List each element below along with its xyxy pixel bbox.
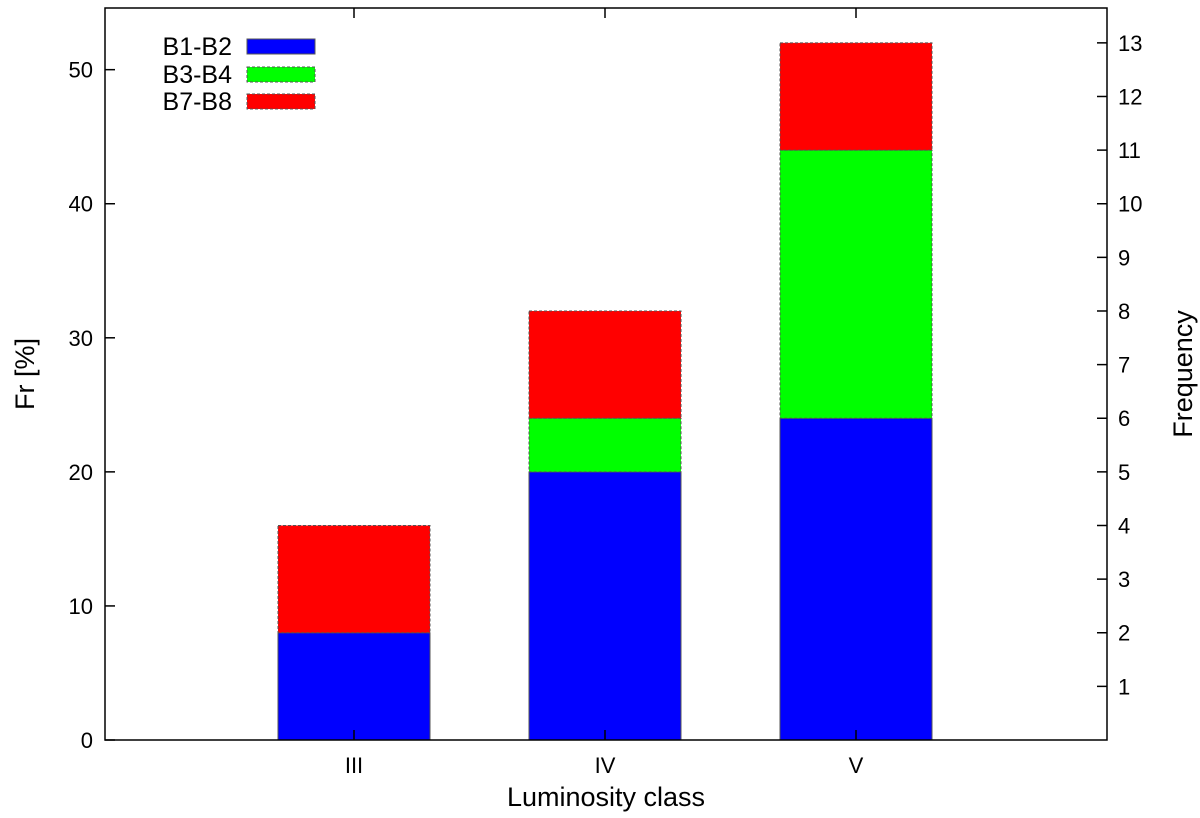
y2-tick-label: 11 — [1118, 138, 1141, 163]
legend-label-b7-b8: B7-B8 — [163, 88, 232, 116]
y-tick-label: 0 — [81, 728, 93, 753]
bar-b3-b4-v — [779, 149, 933, 419]
legend-swatch-b7-b8 — [246, 93, 316, 110]
y-tick-label: 20 — [69, 460, 93, 485]
bars-layer — [277, 42, 933, 741]
x-axis-title: Luminosity class — [507, 782, 705, 812]
y-tick-label: 30 — [69, 326, 93, 351]
y2-tick-label: 6 — [1118, 406, 1130, 431]
y2-tick-label: 4 — [1118, 513, 1130, 538]
legend-swatch-b1-b2 — [246, 38, 316, 55]
y2-tick-label: 1 — [1118, 674, 1130, 699]
bar-b3-b4-iv — [528, 417, 682, 473]
bar-b1-b2-v — [779, 417, 933, 741]
y2-axis-title: Frequency — [1168, 310, 1198, 438]
y-axis-title: Fr [%] — [10, 338, 40, 410]
y2-tick-label: 3 — [1118, 567, 1130, 592]
bar-b1-b2-iii — [277, 632, 431, 741]
bar-b7-b8-iv — [528, 310, 682, 419]
y2-tick-label: 2 — [1118, 621, 1130, 646]
plot-frame — [104, 7, 1108, 741]
legend-label-b3-b4: B3-B4 — [163, 61, 233, 89]
bar-b1-b2-iv — [528, 471, 682, 741]
x-tick-label: IV — [595, 753, 616, 778]
legend-label-b1-b2: B1-B2 — [163, 33, 232, 61]
y2-tick-label: 12 — [1118, 84, 1142, 109]
y2-tick-label: 7 — [1118, 353, 1130, 378]
x-tick-label: III — [345, 753, 363, 778]
y-tick-label: 50 — [69, 58, 93, 83]
bar-b7-b8-v — [779, 42, 933, 151]
legend-swatch-b3-b4 — [246, 66, 316, 83]
y2-tick-label: 5 — [1118, 460, 1130, 485]
y-tick-label: 10 — [69, 594, 93, 619]
y2-tick-label: 10 — [1118, 192, 1142, 217]
bar-b7-b8-iii — [277, 524, 431, 634]
y2-tick-label: 9 — [1118, 245, 1130, 270]
y2-tick-label: 8 — [1118, 299, 1130, 324]
y-tick-label: 40 — [69, 192, 93, 217]
x-tick-label: V — [849, 753, 864, 778]
y2-tick-label: 13 — [1118, 31, 1142, 56]
